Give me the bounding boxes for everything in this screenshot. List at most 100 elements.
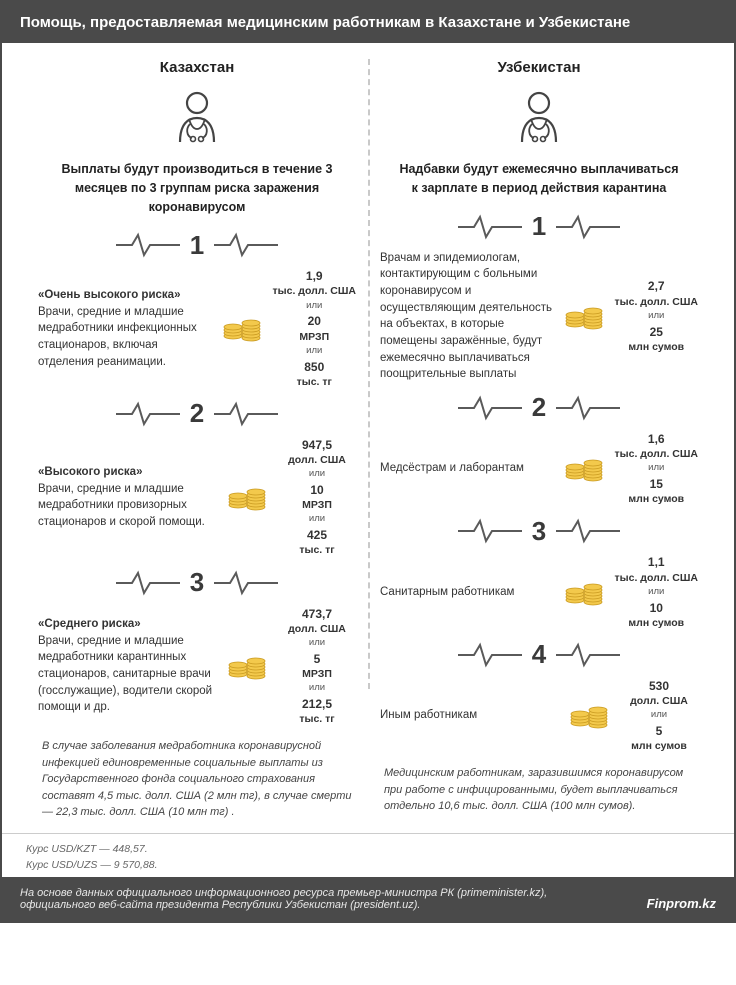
- country-left: Казахстан: [38, 59, 356, 76]
- amount-or: или: [278, 682, 356, 695]
- entry-row: «Высокого риска»Врачи, средние и младшие…: [38, 437, 356, 558]
- amount-value: 10: [615, 600, 699, 616]
- entry-description: «Очень высокого риска»Врачи, средние и м…: [38, 287, 213, 370]
- entry-body: Врачам и эпидемиологам, контактирующим с…: [380, 250, 555, 383]
- amount-value: 5: [278, 651, 356, 667]
- entry-body: Санитарным работникам: [380, 584, 555, 601]
- entry-row: Санитарным работникам 1,1тыс. долл. СШАи…: [380, 554, 698, 630]
- subhead-right: Надбавки будут ежемесячно выплачиваться …: [399, 160, 679, 198]
- amount-value: 20: [273, 313, 357, 329]
- entry-title: «Среднего риска»: [38, 616, 218, 633]
- coins-icon: [563, 448, 607, 489]
- section-number: 2: [190, 398, 204, 429]
- amount-unit: МРЗП: [278, 667, 356, 681]
- amount-unit: млн сумов: [615, 492, 699, 506]
- amount-unit: МРЗП: [278, 498, 356, 512]
- exchange-rates: Курс USD/KZT — 448,57. Курс USD/UZS — 9 …: [2, 833, 734, 878]
- amount-value: 1,6: [615, 431, 699, 447]
- amount-or: или: [278, 513, 356, 526]
- entry-description: «Среднего риска»Врачи, средние и младшие…: [38, 616, 218, 716]
- amount-value: 1,9: [273, 268, 357, 284]
- amount-unit: долл. США: [278, 453, 356, 467]
- entry-body: Медсёстрам и лаборантам: [380, 460, 555, 477]
- doctor-icon-right: [380, 84, 698, 150]
- section-divider: 2: [38, 399, 356, 429]
- amount-unit: тыс. тг: [278, 712, 356, 726]
- rate-line: Курс USD/UZS — 9 570,88.: [26, 858, 710, 874]
- coins-icon: [226, 477, 270, 518]
- amount-value: 5: [620, 723, 698, 739]
- entry-description: Медсёстрам и лаборантам: [380, 460, 555, 477]
- subhead-left: Выплаты будут производиться в течение 3 …: [57, 160, 337, 216]
- amount-or: или: [615, 586, 699, 599]
- entry-body: Врачи, средние и младшие медработники ка…: [38, 633, 218, 716]
- vertical-separator: [368, 59, 370, 689]
- entry-row: «Среднего риска»Врачи, средние и младшие…: [38, 606, 356, 727]
- amount-or: или: [278, 637, 356, 650]
- entry-description: Врачам и эпидемиологам, контактирующим с…: [380, 250, 555, 383]
- amount-block: 1,1тыс. долл. СШАили10млн сумов: [615, 554, 699, 630]
- section-number: 3: [532, 516, 546, 547]
- amount-unit: МРЗП: [273, 330, 357, 344]
- amount-unit: млн сумов: [615, 616, 699, 630]
- amount-or: или: [615, 462, 699, 475]
- amount-value: 2,7: [615, 278, 699, 294]
- footer-brand: Finprom.kz: [647, 896, 716, 911]
- amount-or: или: [273, 300, 357, 313]
- amount-value: 850: [273, 359, 357, 375]
- section-number: 1: [190, 230, 204, 261]
- section-divider: 2: [380, 393, 698, 423]
- section-divider: 3: [380, 516, 698, 546]
- footnote-left: В случае заболевания медработника корона…: [38, 738, 356, 821]
- doctor-icon-left: [38, 84, 356, 150]
- coins-icon: [563, 296, 607, 337]
- amount-value: 25: [615, 324, 699, 340]
- section-divider: 1: [380, 212, 698, 242]
- amount-or: или: [273, 345, 357, 358]
- section-divider: 4: [380, 640, 698, 670]
- entry-row: Врачам и эпидемиологам, контактирующим с…: [380, 250, 698, 383]
- entry-body: Врачи, средние и младшие медработники ин…: [38, 304, 213, 371]
- amount-unit: долл. США: [620, 694, 698, 708]
- amount-value: 1,1: [615, 554, 699, 570]
- section-number: 4: [532, 639, 546, 670]
- amount-value: 473,7: [278, 606, 356, 622]
- header-bar: Помощь, предоставляемая медицинским рабо…: [2, 2, 734, 43]
- entry-row: Медсёстрам и лаборантам 1,6тыс. долл. СШ…: [380, 431, 698, 507]
- entry-title: «Очень высокого риска»: [38, 287, 213, 304]
- entry-description: «Высокого риска»Врачи, средние и младшие…: [38, 464, 218, 531]
- section-number: 1: [532, 211, 546, 242]
- amount-block: 2,7тыс. долл. СШАили25млн сумов: [615, 278, 699, 354]
- section-number: 3: [190, 567, 204, 598]
- amount-block: 1,9тыс. долл. СШАили20МРЗПили850тыс. тг: [273, 268, 357, 389]
- rate-line: Курс USD/KZT — 448,57.: [26, 842, 710, 858]
- body-columns: Казахстан Выплаты будут производиться в …: [2, 43, 734, 829]
- country-right: Узбекистан: [380, 59, 698, 76]
- header-title: Помощь, предоставляемая медицинским рабо…: [20, 14, 630, 31]
- amount-unit: тыс. долл. США: [273, 284, 357, 298]
- coins-icon: [568, 695, 612, 736]
- entry-body: Иным работникам: [380, 707, 560, 724]
- page: Помощь, предоставляемая медицинским рабо…: [0, 0, 736, 923]
- amount-unit: тыс. долл. США: [615, 295, 699, 309]
- coins-icon: [226, 646, 270, 687]
- section-divider: 3: [38, 568, 356, 598]
- footer-bar: На основе данных официального информацио…: [2, 877, 734, 921]
- amount-unit: тыс. тг: [273, 375, 357, 389]
- footnote-right: Медицинским работникам, заразившимся кор…: [380, 765, 698, 815]
- amount-unit: тыс. долл. США: [615, 571, 699, 585]
- entry-description: Иным работникам: [380, 707, 560, 724]
- footer-source: На основе данных официального информацио…: [20, 887, 580, 911]
- entry-title: «Высокого риска»: [38, 464, 218, 481]
- section-number: 2: [532, 392, 546, 423]
- coins-icon: [221, 308, 265, 349]
- amount-value: 10: [278, 482, 356, 498]
- amount-block: 947,5долл. СШАили10МРЗПили425тыс. тг: [278, 437, 356, 558]
- amount-unit: долл. США: [278, 622, 356, 636]
- coins-icon: [563, 572, 607, 613]
- amount-value: 530: [620, 678, 698, 694]
- left-column: Казахстан Выплаты будут производиться в …: [26, 59, 368, 821]
- entry-body: Врачи, средние и младшие медработники пр…: [38, 481, 218, 531]
- amount-value: 947,5: [278, 437, 356, 453]
- amount-unit: млн сумов: [615, 340, 699, 354]
